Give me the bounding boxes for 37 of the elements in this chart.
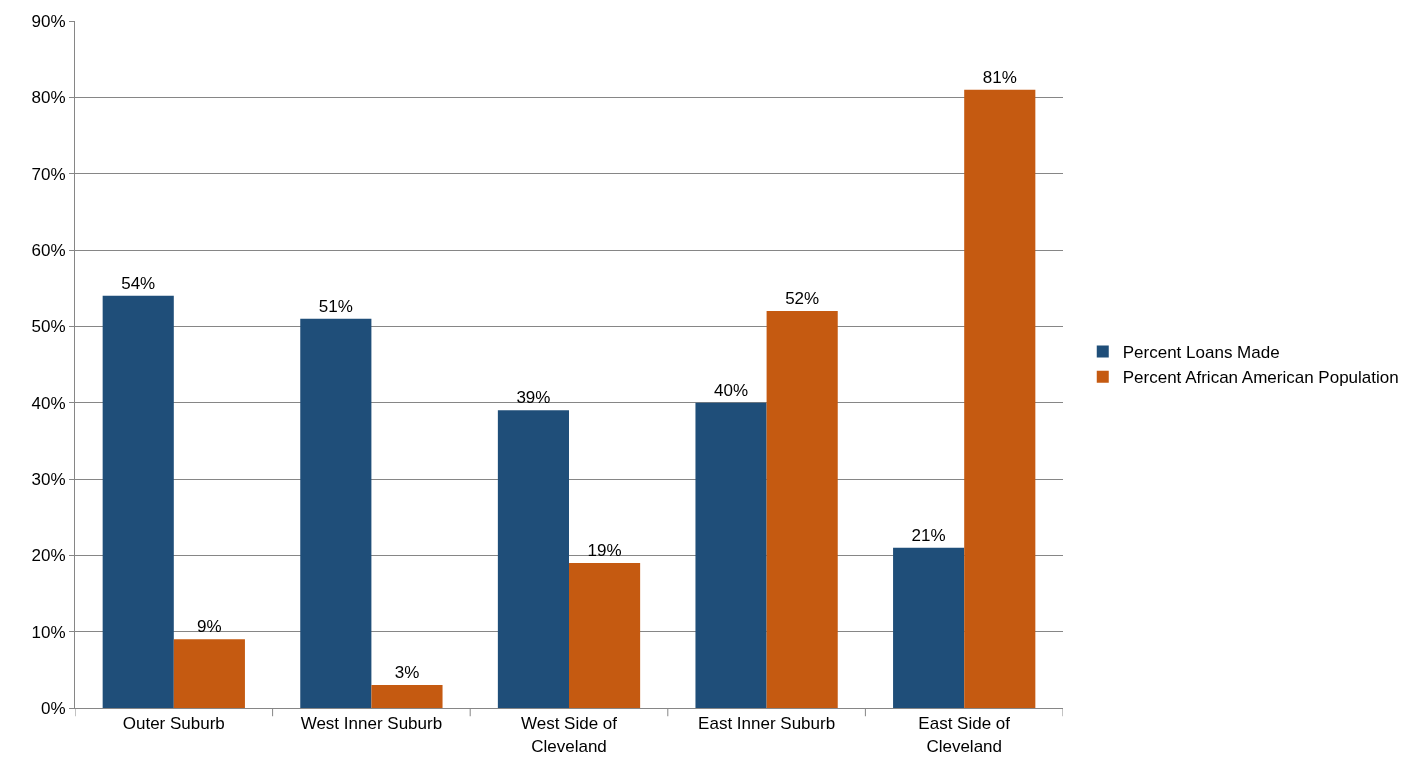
data-label: 81% (982, 67, 1017, 87)
bar (371, 685, 443, 708)
y-tick-label: 0% (41, 698, 66, 718)
y-tick-label: 10% (31, 622, 66, 642)
legend-label: Percent Loans Made (1122, 343, 1280, 363)
data-label: 54% (121, 273, 156, 293)
bar (497, 410, 569, 708)
x-tick-label: East Side of Cleveland (918, 714, 1011, 756)
x-tick-label: Outer Suburb (122, 714, 225, 734)
data-label: 21% (911, 525, 946, 545)
data-label: 51% (318, 296, 353, 316)
legend-label: Percent African American Population (1122, 368, 1399, 388)
bar (964, 89, 1036, 708)
y-tick-label: 30% (31, 469, 66, 489)
y-tick-label: 50% (31, 317, 66, 337)
y-tick-label: 60% (31, 240, 66, 260)
data-label: 19% (587, 540, 622, 560)
y-tick-label: 90% (31, 11, 66, 31)
y-tick-label: 80% (31, 88, 66, 108)
bar (173, 639, 245, 708)
bar (893, 547, 965, 708)
y-tick-label: 40% (31, 393, 66, 413)
bar (695, 402, 767, 708)
y-tick-label: 20% (31, 546, 66, 566)
bar (569, 562, 641, 708)
data-label: 9% (197, 617, 222, 637)
x-tick-label: East Inner Suburb (698, 714, 836, 734)
data-label: 52% (785, 289, 820, 309)
data-label: 39% (516, 388, 551, 408)
bar (300, 318, 372, 708)
y-tick-label: 70% (31, 164, 66, 184)
data-label: 3% (394, 663, 420, 683)
bar (102, 295, 174, 708)
data-label: 40% (714, 380, 749, 400)
bar (766, 311, 838, 708)
x-tick-label: West Inner Suburb (300, 714, 443, 734)
x-tick-label: West Side of Cleveland (520, 714, 618, 756)
